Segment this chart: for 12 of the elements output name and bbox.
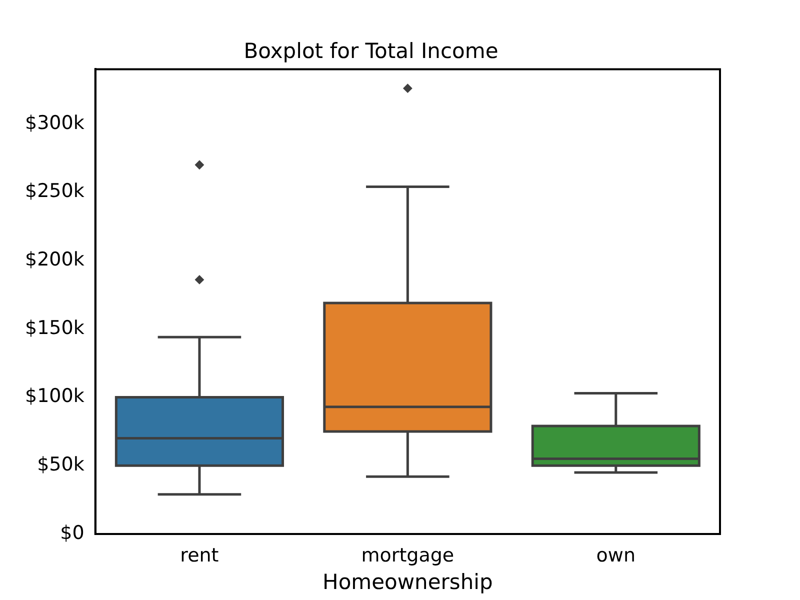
y-tick-label: $100k xyxy=(24,385,84,408)
x-axis-title: Homeownership xyxy=(322,570,493,594)
chart-title: Boxplot for Total Income xyxy=(244,39,498,64)
x-tick-label: own xyxy=(596,544,636,566)
y-tick-label: $0 xyxy=(60,522,84,544)
x-tick-label: mortgage xyxy=(361,544,454,566)
y-tick-label: $300k xyxy=(24,112,84,134)
y-tick-label: $250k xyxy=(24,180,84,202)
y-tick-label: $50k xyxy=(37,454,84,476)
y-tick-label: $200k xyxy=(24,248,84,271)
y-tick-label: $150k xyxy=(24,316,84,339)
x-tick-label: rent xyxy=(180,544,219,566)
